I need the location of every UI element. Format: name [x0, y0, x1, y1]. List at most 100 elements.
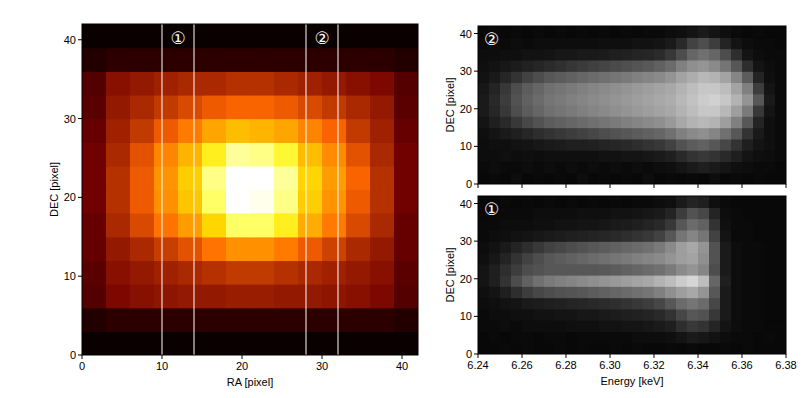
y-tick [78, 355, 82, 356]
heatmap-cell [599, 150, 611, 162]
heatmap-cell [720, 298, 732, 310]
heatmap-cell [731, 139, 743, 151]
heatmap-cell [346, 95, 371, 119]
heatmap-cell [555, 161, 567, 173]
heatmap-cell [742, 196, 754, 208]
heatmap-cell [720, 26, 732, 38]
heatmap-cell [753, 275, 765, 287]
heatmap-cell [577, 49, 589, 61]
heatmap-cell [555, 173, 567, 184]
heatmap-cell [394, 260, 418, 284]
heatmap-cell [106, 213, 131, 237]
heatmap-cell [643, 230, 655, 242]
heatmap-cell [178, 237, 203, 261]
heatmap-cell [130, 260, 155, 284]
heatmap-cell [522, 207, 534, 219]
heatmap-cell [610, 275, 622, 287]
y-axis-title: DEC [pixel] [444, 247, 456, 302]
heatmap-cell [500, 207, 512, 219]
heatmap-cell [654, 241, 666, 253]
heatmap-cell [720, 230, 732, 242]
heatmap-cell [643, 343, 655, 354]
y-axis-title: DEC [pixel] [444, 77, 456, 132]
heatmap-cell [522, 105, 534, 117]
heatmap-cell [610, 309, 622, 321]
heatmap-cell [588, 343, 600, 354]
plot-background [478, 26, 786, 184]
heatmap-cell [764, 128, 776, 140]
x-tick [654, 354, 655, 358]
heatmap-cell [202, 190, 227, 214]
heatmap-cell [500, 116, 512, 128]
heatmap-cell [577, 139, 589, 151]
heatmap-cell [346, 331, 371, 355]
y-tick [78, 118, 82, 119]
heatmap-cell [742, 173, 754, 184]
heatmap-cell [742, 298, 754, 310]
x-tick-label: 6.32 [643, 359, 664, 371]
heatmap-cell [555, 298, 567, 310]
heatmap-cell [577, 286, 589, 298]
heatmap-cell [698, 26, 710, 38]
heatmap-cell [478, 219, 490, 231]
heatmap-cell [687, 196, 699, 208]
heatmap-cell [687, 105, 699, 117]
heatmap-cell [566, 60, 578, 72]
heatmap-cell [544, 94, 556, 106]
heatmap-cell [566, 219, 578, 231]
heatmap-cell [687, 252, 699, 264]
heatmap-cell [599, 241, 611, 253]
slit-label: ② [314, 28, 329, 48]
heatmap-cell [298, 284, 323, 308]
heatmap-cell [500, 264, 512, 276]
heatmap-cell [742, 94, 754, 106]
heatmap-cell [555, 82, 567, 94]
heatmap-cell [566, 241, 578, 253]
heatmap-cell [555, 230, 567, 242]
heatmap-cell [322, 71, 347, 95]
heatmap-cell [731, 309, 743, 321]
heatmap-cell [775, 161, 786, 173]
heatmap-cell [202, 142, 227, 166]
heatmap-cell [687, 309, 699, 321]
heatmap-cell [250, 284, 275, 308]
heatmap-cell [698, 320, 710, 332]
heatmap-cell [731, 128, 743, 140]
heatmap-cell [577, 219, 589, 231]
heatmap-cell [511, 309, 523, 321]
heatmap-cell [566, 309, 578, 321]
heatmap-cell [500, 331, 512, 343]
heatmap-cell [522, 264, 534, 276]
heatmap-cell [621, 343, 633, 354]
heatmap-cell [370, 260, 395, 284]
heatmap-cell [226, 237, 251, 261]
heatmap-cell [533, 37, 545, 49]
heatmap-cell [753, 71, 765, 83]
heatmap-cell [588, 26, 600, 38]
heatmap-cell [632, 26, 644, 38]
heatmap-cell [478, 128, 490, 140]
y-tick [474, 71, 478, 72]
heatmap-cell [478, 71, 490, 83]
heatmap-cell [566, 286, 578, 298]
heatmap-cell [632, 37, 644, 49]
heatmap-cell [588, 320, 600, 332]
heatmap-cell [610, 320, 622, 332]
heatmap-cell [544, 320, 556, 332]
heatmap-cell [709, 320, 721, 332]
heatmap-cell [500, 298, 512, 310]
heatmap-cell [698, 60, 710, 72]
heatmap-cell [665, 82, 677, 94]
heatmap-cell [654, 275, 666, 287]
x-tick [242, 355, 243, 359]
heatmap-cell [346, 24, 371, 48]
heatmap-cell [588, 116, 600, 128]
heatmap-cell [489, 241, 501, 253]
heatmap-cell [665, 241, 677, 253]
heatmap-cell [643, 26, 655, 38]
heatmap-cell [643, 105, 655, 117]
heatmap-cell [599, 343, 611, 354]
heatmap-cell [588, 241, 600, 253]
heatmap-cell [610, 49, 622, 61]
y-tick [474, 241, 478, 242]
